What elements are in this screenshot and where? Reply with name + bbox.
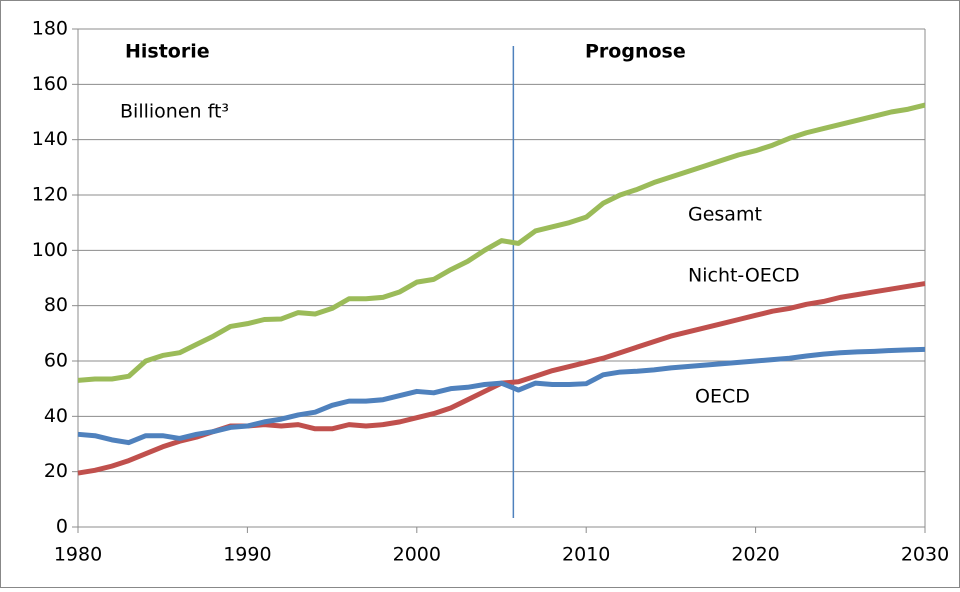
series-label: Gesamt <box>688 204 762 226</box>
annotation: Prognose <box>585 41 686 63</box>
y-tick-label: 140 <box>32 128 68 150</box>
y-tick-label: 0 <box>56 516 68 538</box>
annotation: Historie <box>125 41 210 63</box>
y-tick-label: 100 <box>32 239 68 261</box>
y-tick-label: 80 <box>44 294 68 316</box>
series-line <box>77 102 926 383</box>
series-label: OECD <box>695 386 750 408</box>
x-tick-label: 2030 <box>901 544 949 566</box>
series-line <box>77 346 926 446</box>
y-tick-label: 20 <box>44 460 68 482</box>
series-label: Nicht-OECD <box>688 265 800 287</box>
y-tick-label: 40 <box>44 405 68 427</box>
x-tick-label: 2010 <box>562 544 610 566</box>
y-tick-label: 120 <box>32 184 68 206</box>
y-tick-label: 160 <box>32 73 68 95</box>
x-tick-label: 1990 <box>223 544 271 566</box>
series-line <box>77 281 926 476</box>
x-tick-label: 1980 <box>54 544 102 566</box>
y-tick-label: 60 <box>44 350 68 372</box>
x-tick-label: 2000 <box>393 544 441 566</box>
annotation: Billionen ft³ <box>120 101 229 123</box>
x-tick-label: 2020 <box>731 544 779 566</box>
y-tick-label: 180 <box>32 18 68 40</box>
